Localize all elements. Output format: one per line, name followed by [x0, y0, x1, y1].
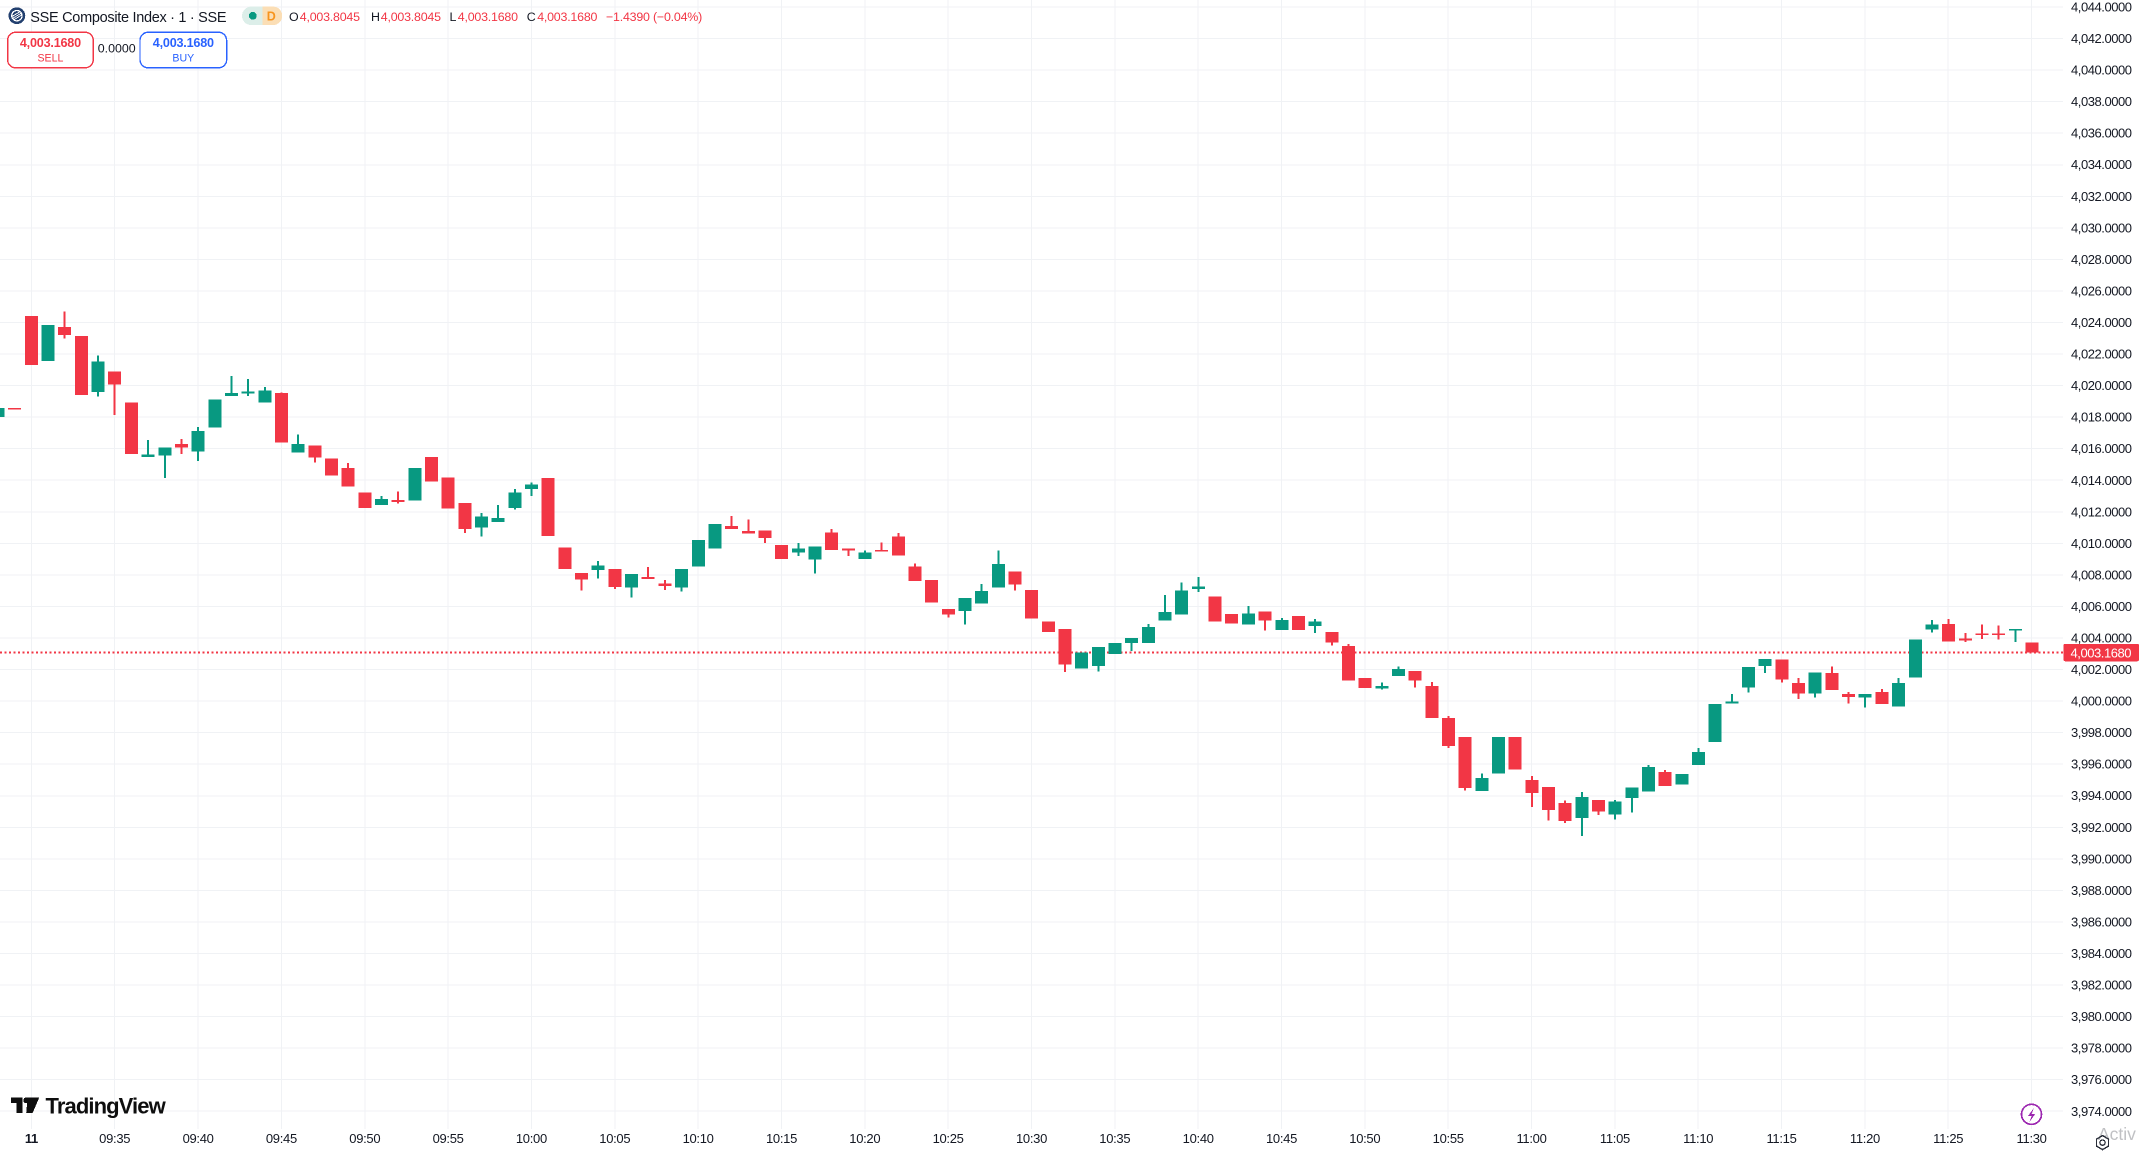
svg-text:O: O [289, 10, 299, 24]
svg-text:4,014.0000: 4,014.0000 [2071, 473, 2132, 488]
svg-text:3,990.0000: 3,990.0000 [2071, 851, 2132, 866]
svg-text:10:00: 10:00 [516, 1131, 547, 1146]
svg-text:10:30: 10:30 [1016, 1131, 1047, 1146]
svg-text:C: C [527, 10, 536, 24]
svg-text:4,018.0000: 4,018.0000 [2071, 410, 2132, 425]
svg-text:10:20: 10:20 [849, 1131, 880, 1146]
svg-text:4,003.1680: 4,003.1680 [153, 36, 214, 50]
svg-text:4,020.0000: 4,020.0000 [2071, 378, 2132, 393]
svg-text:4,030.0000: 4,030.0000 [2071, 220, 2132, 235]
svg-text:4,003.8045: 4,003.8045 [300, 10, 360, 24]
svg-text:4,016.0000: 4,016.0000 [2071, 441, 2132, 456]
svg-text:4,002.0000: 4,002.0000 [2071, 662, 2132, 677]
svg-text:11:00: 11:00 [1516, 1131, 1546, 1146]
svg-text:SELL: SELL [37, 52, 63, 64]
svg-text:4,040.0000: 4,040.0000 [2071, 63, 2132, 78]
svg-text:11:15: 11:15 [1766, 1131, 1796, 1146]
svg-text:09:55: 09:55 [433, 1131, 464, 1146]
svg-text:09:50: 09:50 [349, 1131, 380, 1146]
svg-text:11: 11 [25, 1131, 38, 1146]
svg-text:11:05: 11:05 [1600, 1131, 1630, 1146]
svg-text:4,044.0000: 4,044.0000 [2071, 0, 2132, 15]
svg-text:10:10: 10:10 [683, 1131, 714, 1146]
svg-text:4,038.0000: 4,038.0000 [2071, 94, 2132, 109]
svg-text:09:35: 09:35 [99, 1131, 130, 1146]
svg-text:BUY: BUY [172, 52, 194, 64]
svg-text:10:45: 10:45 [1266, 1131, 1297, 1146]
svg-text:4,003.1680: 4,003.1680 [2071, 646, 2132, 661]
svg-text:3,994.0000: 3,994.0000 [2071, 788, 2132, 803]
svg-text:10:35: 10:35 [1099, 1131, 1130, 1146]
svg-text:3,984.0000: 3,984.0000 [2071, 946, 2132, 961]
svg-text:3,986.0000: 3,986.0000 [2071, 915, 2132, 930]
svg-text:10:50: 10:50 [1349, 1131, 1380, 1146]
svg-text:3,974.0000: 3,974.0000 [2071, 1104, 2132, 1119]
svg-text:4,003.1680: 4,003.1680 [458, 10, 518, 24]
svg-text:4,022.0000: 4,022.0000 [2071, 347, 2132, 362]
svg-text:4,024.0000: 4,024.0000 [2071, 315, 2132, 330]
svg-text:4,000.0000: 4,000.0000 [2071, 694, 2132, 709]
svg-text:TradingView: TradingView [46, 1094, 167, 1119]
svg-text:4,042.0000: 4,042.0000 [2071, 31, 2132, 46]
svg-text:−1.4390 (−0.04%): −1.4390 (−0.04%) [606, 10, 702, 24]
svg-text:3,998.0000: 3,998.0000 [2071, 725, 2132, 740]
svg-text:09:45: 09:45 [266, 1131, 297, 1146]
svg-text:4,003.8045: 4,003.8045 [381, 10, 441, 24]
svg-text:4,003.1680: 4,003.1680 [537, 10, 597, 24]
svg-text:3,988.0000: 3,988.0000 [2071, 883, 2132, 898]
svg-text:4,036.0000: 4,036.0000 [2071, 126, 2132, 141]
svg-text:SSE Composite Index · 1 · SSE: SSE Composite Index · 1 · SSE [30, 10, 227, 26]
svg-text:4,003.1680: 4,003.1680 [20, 36, 81, 50]
svg-text:0.0000: 0.0000 [98, 42, 136, 56]
svg-text:4,012.0000: 4,012.0000 [2071, 504, 2132, 519]
svg-text:4,028.0000: 4,028.0000 [2071, 252, 2132, 267]
svg-text:11:25: 11:25 [1933, 1131, 1963, 1146]
svg-text:11:30: 11:30 [2017, 1131, 2047, 1146]
svg-text:10:25: 10:25 [933, 1131, 964, 1146]
svg-text:10:05: 10:05 [599, 1131, 630, 1146]
svg-text:11:10: 11:10 [1683, 1131, 1713, 1146]
svg-text:3,982.0000: 3,982.0000 [2071, 978, 2132, 993]
svg-text:4,034.0000: 4,034.0000 [2071, 157, 2132, 172]
svg-text:10:15: 10:15 [766, 1131, 797, 1146]
svg-text:11:20: 11:20 [1850, 1131, 1880, 1146]
svg-text:4,010.0000: 4,010.0000 [2071, 536, 2132, 551]
svg-text:3,996.0000: 3,996.0000 [2071, 757, 2132, 772]
svg-text:10:55: 10:55 [1433, 1131, 1464, 1146]
svg-text:09:40: 09:40 [183, 1131, 214, 1146]
svg-text:4,006.0000: 4,006.0000 [2071, 599, 2132, 614]
svg-text:3,976.0000: 3,976.0000 [2071, 1072, 2132, 1087]
svg-text:L: L [450, 10, 457, 24]
svg-text:3,978.0000: 3,978.0000 [2071, 1041, 2132, 1056]
svg-text:4,026.0000: 4,026.0000 [2071, 283, 2132, 298]
svg-text:4,004.0000: 4,004.0000 [2071, 631, 2132, 646]
svg-text:10:40: 10:40 [1183, 1131, 1214, 1146]
svg-text:D: D [267, 9, 276, 23]
svg-text:3,992.0000: 3,992.0000 [2071, 820, 2132, 835]
svg-text:H: H [371, 10, 380, 24]
svg-text:4,032.0000: 4,032.0000 [2071, 189, 2132, 204]
svg-text:4,008.0000: 4,008.0000 [2071, 567, 2132, 582]
svg-text:3,980.0000: 3,980.0000 [2071, 1009, 2132, 1024]
